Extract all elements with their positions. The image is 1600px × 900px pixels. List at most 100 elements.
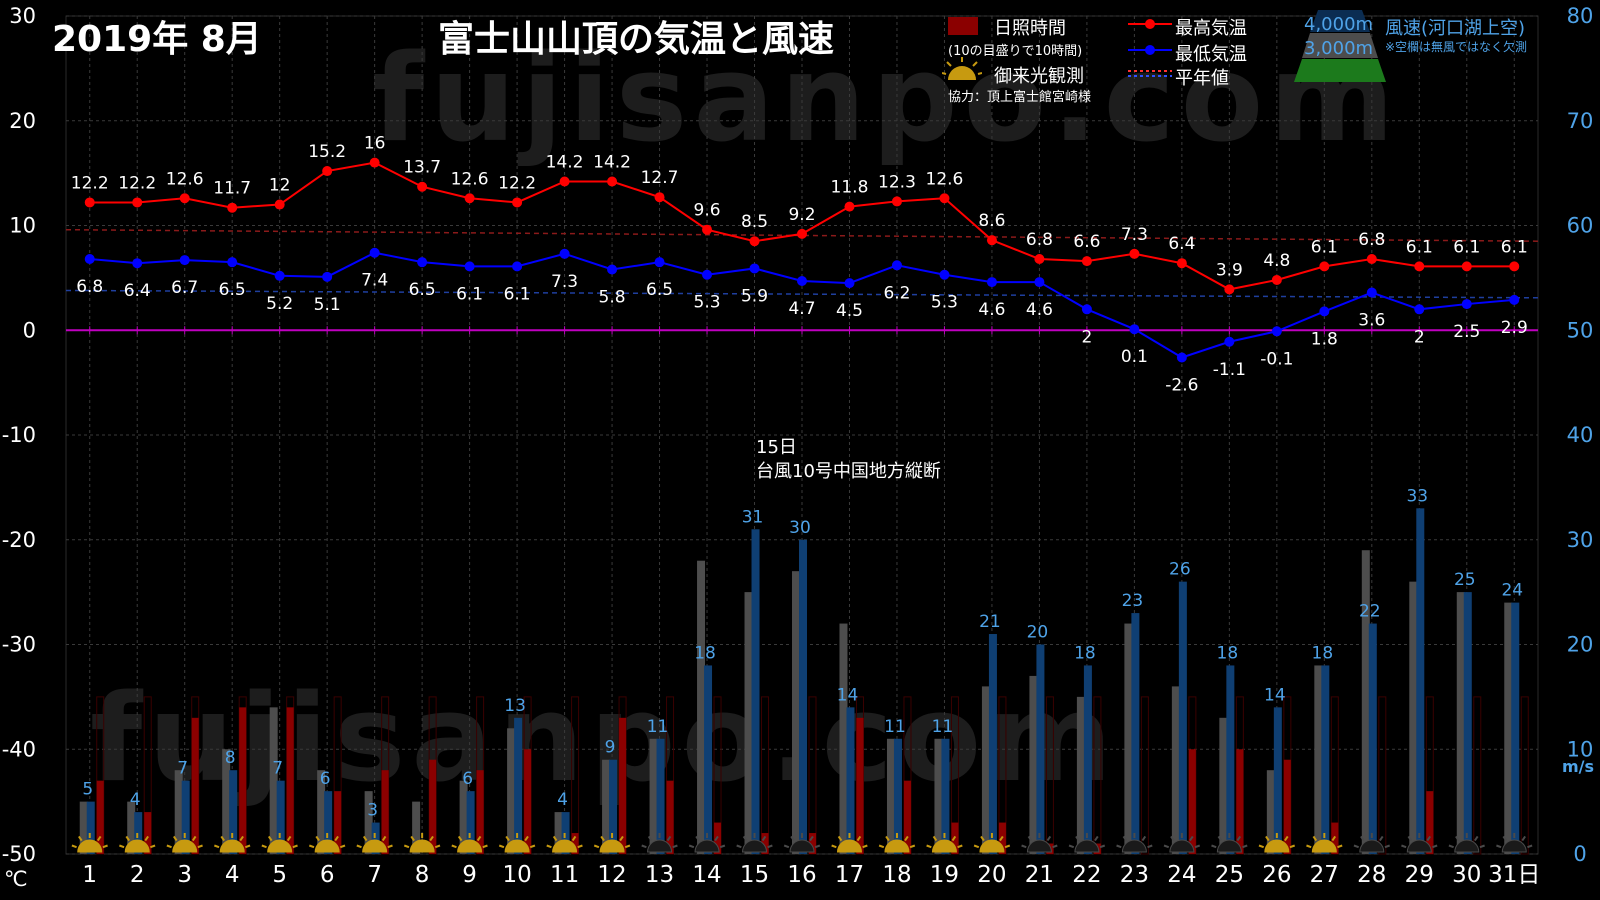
wind-4000m-label: 30: [789, 518, 811, 538]
max-temp-point: [84, 197, 95, 208]
sunrise-icon: [457, 839, 483, 853]
min-temp-point: [1461, 299, 1472, 310]
min-temp-label: 4.5: [836, 301, 863, 321]
sunrise-ray: [308, 844, 315, 849]
wind-4000m-label: 18: [1074, 643, 1096, 663]
min-temp-label: 5.3: [694, 293, 721, 313]
wind-4000m-bar: [704, 665, 713, 854]
sunrise-ray: [286, 835, 292, 842]
sunrise-icon: [172, 839, 198, 853]
sunrise-icon: [599, 839, 625, 853]
sunrise-ray: [980, 835, 985, 842]
sunshine-bar: [809, 833, 816, 854]
sunrise-ray: [245, 844, 251, 849]
min-temp-point: [607, 264, 618, 275]
sunshine-max-outline: [1473, 696, 1482, 855]
sunrise-ray: [672, 844, 678, 849]
min-temp-point: [274, 270, 285, 281]
sunrise-ray: [951, 835, 957, 842]
sunrise-legend-icon: [942, 57, 982, 80]
wind-3000m-bar: [1124, 623, 1133, 854]
sunrise-ray: [666, 835, 672, 842]
max-temp-point: [132, 197, 143, 208]
sunrise-ray: [714, 835, 719, 842]
min-temp-label: 7.4: [361, 271, 388, 291]
wind-4000m-label: 7: [177, 759, 188, 779]
max-temp-label: 6.6: [1073, 232, 1100, 252]
sunrise-ray: [172, 835, 178, 842]
sunrise-ray: [451, 844, 457, 849]
wind-4000m-label: 20: [1027, 623, 1049, 643]
sunrise-icon: [789, 839, 815, 853]
max-temp-label: 7.3: [1121, 225, 1148, 245]
wind-3000m-bar: [934, 738, 943, 854]
typhoon-annotation-date: 15日: [756, 437, 797, 458]
x-tick-label: 24: [1167, 862, 1196, 888]
sunrise-icon: [742, 839, 768, 853]
wind-4000m-bar: [799, 539, 807, 854]
wind-3000m-bar: [649, 738, 658, 854]
sunrise-ray: [498, 844, 505, 849]
sunrise-ray: [261, 844, 267, 849]
sunrise-ray: [197, 844, 203, 849]
sunshine-max-outline: [1378, 696, 1387, 855]
min-temp-label: 2: [1414, 327, 1425, 347]
min-temp-label: 3.6: [1358, 311, 1385, 331]
max-temp-label: 6.4: [1168, 234, 1195, 254]
sunrise-icon: [362, 839, 388, 853]
normal-max-line: [65, 228, 1539, 242]
sunrise-ray: [150, 844, 156, 849]
wind-4000m-bar: [324, 791, 333, 854]
max-temp-label: 12.6: [451, 169, 489, 189]
sunrise-ray: [1407, 835, 1413, 842]
y-left-tick-label: 0: [23, 318, 36, 342]
wind-legend-label: 風速(河口湖上空): [1385, 18, 1526, 39]
sunrise-ray: [1265, 835, 1270, 842]
sunrise-ray: [334, 835, 339, 842]
min-temp-point: [227, 257, 238, 268]
x-tick-label: 16: [787, 862, 816, 888]
min-temp-label: 4.7: [788, 299, 815, 319]
sunrise-ray: [1379, 835, 1384, 842]
max-temp-point: [702, 224, 713, 235]
typhoon-annotation: 15日 台風10号中国地方縦断: [756, 436, 941, 484]
sunrise-ray: [1163, 844, 1170, 849]
min-temp-point: [322, 271, 333, 282]
wind-4000m-bar: [371, 822, 380, 854]
chart-title: 富士山山頂の気温と風速: [438, 19, 835, 60]
sunrise-ray: [814, 844, 821, 849]
sunrise-ray: [1099, 844, 1106, 849]
normal-legend-marker: [1128, 70, 1172, 77]
max-temp-label: 12.2: [498, 173, 536, 193]
min-temp-label: 6.8: [76, 277, 103, 297]
wind-4000m-label: 18: [1217, 643, 1239, 663]
wind-4000m-label: 3: [367, 801, 378, 821]
max-temp-point: [1509, 261, 1520, 272]
min-temp-label: 5.2: [266, 294, 293, 314]
sunrise-icon: [1311, 839, 1337, 853]
wind-3000m-bar: [269, 707, 278, 854]
sunshine-bar: [524, 749, 532, 854]
sunshine-max-outline: [1093, 696, 1102, 855]
sunrise-ray: [410, 835, 415, 842]
wind-3000m-bar: [602, 759, 611, 854]
sunrise-ray: [1075, 835, 1080, 842]
max-temp-label: 6.1: [1406, 237, 1433, 257]
x-tick-label: 22: [1072, 862, 1101, 888]
sunrise-ray: [403, 844, 410, 849]
max-temp-label: 11.8: [831, 178, 869, 198]
wind-4000m-label: 24: [1501, 581, 1523, 601]
max-temp-label: 12.2: [118, 173, 156, 193]
max-temp-label: 12: [269, 176, 291, 196]
sunshine-max-outline: [571, 696, 580, 855]
sunrise-ray: [166, 844, 172, 849]
wind-3000m-bar: [1266, 770, 1275, 854]
wind-3000m-bar: [744, 592, 753, 854]
min-temp-label: 1.8: [1311, 329, 1338, 349]
max-temp-label: 9.6: [694, 201, 721, 221]
sunshine-bar: [476, 770, 484, 854]
y-left-tick-label: -10: [2, 423, 36, 447]
max-temp-label: 8.5: [741, 212, 768, 232]
sunrise-icon: [694, 839, 720, 853]
sunrise-ray: [1502, 835, 1508, 842]
